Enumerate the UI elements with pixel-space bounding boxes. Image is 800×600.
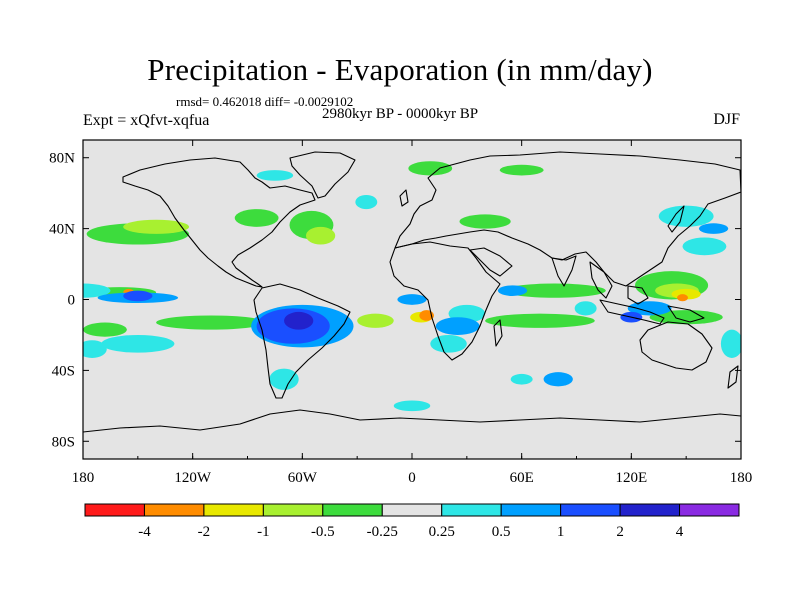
- colorbar-label: 1: [557, 524, 565, 540]
- axes: 180 120W 60W 0 60E 120E 180 80N 40N 0 40S 80S: [49, 140, 752, 486]
- x-tick-label: 60W: [288, 470, 318, 486]
- y-tick-label: 80N: [49, 151, 75, 167]
- coastline-japan: [667, 205, 685, 233]
- colorbar-swatch: [441, 503, 502, 517]
- colorbar-swatch: [619, 503, 681, 517]
- field-patch: [497, 285, 528, 296]
- colorbar-swatch: [560, 503, 621, 517]
- y-tick-label: 40S: [52, 363, 75, 379]
- field-patch: [698, 223, 729, 234]
- season-label: DJF: [713, 111, 740, 128]
- colorbar-label: 2: [616, 524, 624, 540]
- field-patch: [101, 334, 175, 353]
- field-patch: [430, 334, 467, 353]
- colorbar-swatch: [322, 503, 383, 517]
- field-patch: [357, 313, 394, 328]
- field-patch: [435, 317, 480, 335]
- coastline-antarctica: [83, 409, 741, 433]
- coastline-north-america: [122, 157, 316, 288]
- colorbar-swatch: [203, 503, 264, 517]
- colorbar-swatch: [679, 503, 740, 517]
- y-tick-label: 40N: [49, 222, 75, 238]
- coastline-new-guinea: [667, 305, 705, 323]
- coastline-australia: [639, 321, 713, 371]
- field-patch: [123, 219, 190, 234]
- colorbar-label: -0.5: [311, 524, 335, 540]
- coastline-south-america: [253, 283, 351, 399]
- field-patch: [510, 373, 533, 385]
- coastline-europe-asia: [394, 151, 741, 287]
- coastline-greenland: [289, 151, 356, 199]
- coastline-layer: [83, 151, 741, 433]
- field-patch: [305, 226, 336, 245]
- colorbar-label: -0.25: [367, 524, 398, 540]
- field-patch: [156, 315, 266, 330]
- coastline-borneo: [627, 285, 649, 305]
- colorbar: -4 -2 -1 -0.5 -0.25 0.25 0.5 1 2 4: [84, 503, 740, 540]
- period-label: 2980kyr BP - 0000kyr BP: [322, 106, 479, 122]
- colorbar-swatch: [500, 503, 562, 517]
- anomaly-field-layer: [83, 161, 741, 412]
- y-tick-label: 80S: [52, 434, 75, 450]
- colorbar-swatch: [143, 503, 205, 517]
- coastline-africa: [389, 241, 501, 361]
- field-patch: [627, 301, 672, 316]
- coastline-new-zealand: [727, 365, 739, 389]
- field-patch: [83, 340, 107, 358]
- field-patch: [83, 283, 111, 298]
- field-patch: [269, 368, 299, 390]
- colorbar-label: -2: [198, 524, 211, 540]
- colorbar-label: 0.5: [492, 524, 511, 540]
- field-patch: [408, 161, 453, 176]
- field-patch: [649, 310, 723, 325]
- field-patch: [503, 283, 606, 298]
- field-patch: [677, 294, 688, 302]
- field-patch: [284, 311, 314, 330]
- x-tick-label: 180: [72, 470, 95, 486]
- colorbar-swatch: [84, 503, 145, 517]
- x-tick-label: 0: [408, 470, 416, 486]
- colorbar-label: -1: [257, 524, 270, 540]
- field-patch: [355, 194, 378, 210]
- x-tick-label: 120W: [174, 470, 212, 486]
- field-patch: [720, 329, 741, 358]
- x-tick-label: 120E: [615, 470, 647, 486]
- field-patch: [682, 237, 727, 256]
- rmsd-diff-stats: rmsd= 0.462018 diff= -0.0029102: [176, 94, 354, 109]
- field-patch: [574, 301, 597, 316]
- field-patch: [543, 372, 573, 387]
- field-patch: [419, 310, 434, 321]
- field-patch: [234, 209, 279, 227]
- experiment-label: Expt = xQfvt-xqfua: [83, 112, 210, 129]
- coastline-india: [551, 255, 577, 287]
- coastline-southeast-asia: [589, 261, 613, 299]
- coastline-arabia: [469, 247, 513, 277]
- colorbar-label: -4: [138, 524, 151, 540]
- coastline-indonesia: [599, 299, 665, 325]
- field-patch: [256, 170, 294, 181]
- field-patch: [459, 214, 511, 229]
- coastline-madagascar: [493, 319, 503, 347]
- y-tick-label: 0: [68, 293, 76, 309]
- field-patch: [499, 164, 544, 176]
- field-patch: [485, 313, 595, 328]
- field-patch: [397, 294, 427, 305]
- chart-title: Precipitation - Evaporation (in mm/day): [147, 52, 653, 87]
- field-patch: [658, 205, 714, 227]
- colorbar-swatch: [262, 503, 324, 517]
- field-patch: [83, 322, 127, 337]
- colorbar-swatch: [381, 503, 443, 517]
- coastline-uk: [399, 189, 409, 207]
- colorbar-label: 4: [676, 524, 684, 540]
- x-tick-label: 180: [730, 470, 753, 486]
- x-tick-label: 60E: [510, 470, 534, 486]
- field-patch: [123, 290, 153, 302]
- field-patch: [393, 400, 431, 412]
- colorbar-label: 0.25: [429, 524, 455, 540]
